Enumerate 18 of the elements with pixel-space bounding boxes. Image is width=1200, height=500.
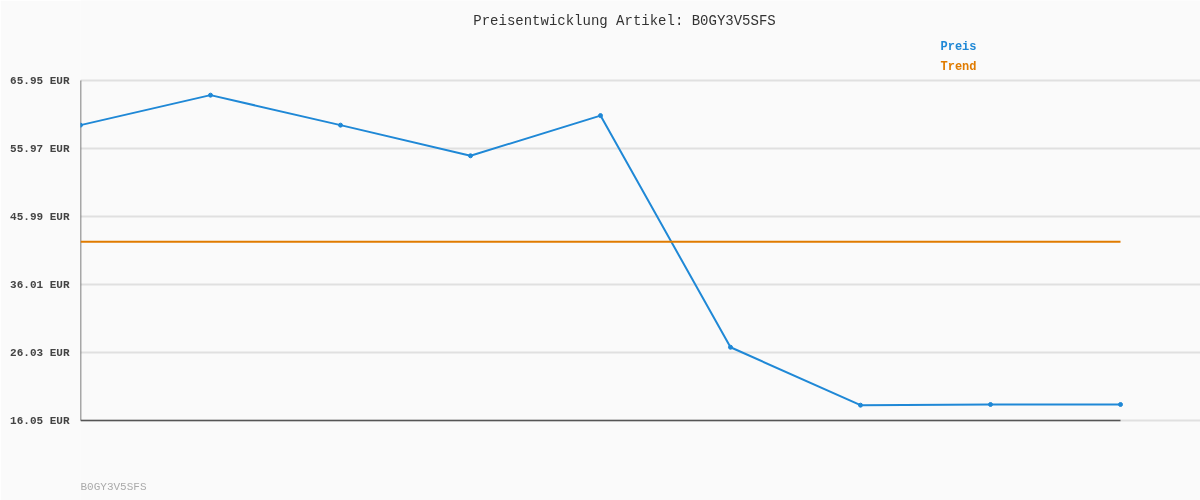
- chart-title: Preisentwicklung Artikel: B0GY3V5SFS: [473, 12, 776, 29]
- text: B0GY3V5SFS: [80, 480, 147, 493]
- text: Trend: [940, 59, 977, 74]
- y-tick-label: 45.99 EUR: [10, 210, 70, 223]
- text: Preis: [940, 39, 977, 54]
- point: [208, 92, 213, 98]
- point: [338, 122, 343, 128]
- y-tick-label: 65.95 EUR: [10, 74, 70, 87]
- y-tick-label: 26.03 EUR: [10, 346, 70, 359]
- y-tick-label: 16.05 EUR: [10, 414, 70, 427]
- point: [728, 344, 733, 350]
- point: [858, 402, 863, 408]
- y-tick-label: 36.01 EUR: [10, 278, 70, 291]
- point: [598, 113, 603, 119]
- point: [468, 153, 473, 159]
- point: [1118, 401, 1123, 407]
- y-tick-label: 55.97 EUR: [10, 142, 70, 155]
- point: [988, 401, 993, 407]
